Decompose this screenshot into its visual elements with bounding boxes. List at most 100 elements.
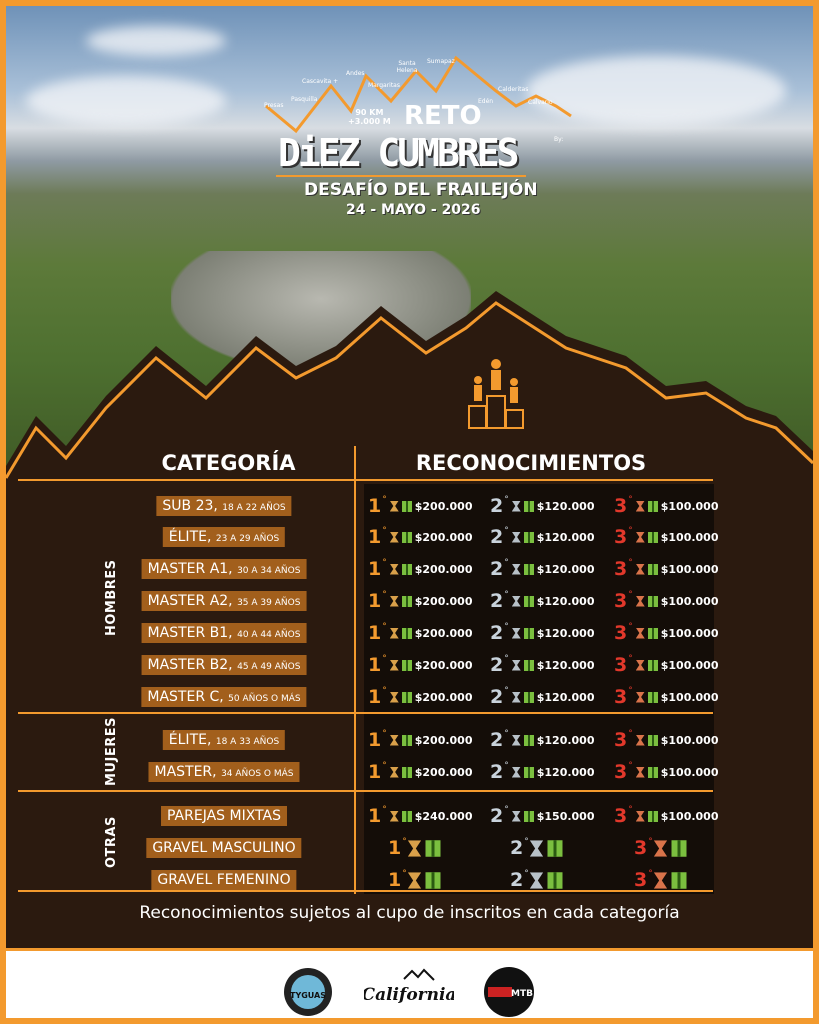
peak-label: Margaritas bbox=[368, 82, 400, 89]
sponsor-logo-california: California bbox=[364, 968, 454, 1005]
trophy-icon bbox=[511, 627, 521, 639]
trophy-icon bbox=[653, 871, 667, 889]
gift-icon bbox=[425, 839, 441, 857]
trophy-icon bbox=[389, 563, 399, 575]
place-number: 1° bbox=[368, 495, 387, 517]
category-name: MASTER A2, bbox=[147, 593, 233, 609]
prize-amount: $100.000 bbox=[660, 658, 719, 672]
prize-place-1: 1° $200.000 bbox=[368, 622, 473, 644]
trophy-icon bbox=[511, 500, 521, 512]
prize-amount: $120.000 bbox=[536, 626, 595, 640]
prize-place-2: 2° $150.000 bbox=[490, 805, 595, 827]
category-name: MASTER A1, bbox=[147, 561, 233, 577]
title-divider bbox=[276, 175, 526, 177]
prize-amount: $200.000 bbox=[414, 658, 473, 672]
prize-place-2: 2° $120.000 bbox=[490, 729, 595, 751]
gift-icon bbox=[401, 531, 412, 543]
gift-icon bbox=[647, 627, 658, 639]
prize-amount: $200.000 bbox=[414, 690, 473, 704]
category-label: MASTER B1, 40 A 44 AÑOS bbox=[141, 623, 307, 643]
group-label: HOMBRES bbox=[104, 559, 119, 637]
prize-place-2: 2° $120.000 bbox=[490, 686, 595, 708]
category-ages: 18 A 22 AÑOS bbox=[222, 503, 286, 513]
prize-place-3: 3° $100.000 bbox=[614, 805, 719, 827]
gift-icon bbox=[523, 659, 534, 671]
place-number: 2° bbox=[490, 805, 509, 827]
place-number: 2° bbox=[490, 526, 509, 548]
place-number: 1° bbox=[368, 622, 387, 644]
place-number: 2° bbox=[490, 622, 509, 644]
category-ages: 18 A 33 AÑOS bbox=[215, 737, 280, 747]
prize-amount: $240.000 bbox=[414, 809, 473, 823]
trophy-icon bbox=[511, 810, 521, 822]
category-ages: 40 A 44 AÑOS bbox=[237, 630, 301, 640]
prize-place-3: 3° $100.000 bbox=[614, 526, 719, 548]
peak-label: Edén bbox=[478, 98, 494, 105]
prize-amount: $120.000 bbox=[536, 562, 595, 576]
place-number: 1° bbox=[368, 558, 387, 580]
trophy-icon bbox=[635, 766, 645, 778]
peak-label: Calvario bbox=[528, 99, 553, 106]
prize-amount: $200.000 bbox=[414, 733, 473, 747]
place-number: 3° bbox=[614, 526, 633, 548]
prize-amount: $150.000 bbox=[536, 809, 595, 823]
gift-icon bbox=[523, 766, 534, 778]
gift-icon bbox=[547, 839, 563, 857]
gift-icon bbox=[523, 563, 534, 575]
peak-label: Cascavita + bbox=[302, 78, 339, 85]
trophy-icon bbox=[511, 766, 521, 778]
gift-icon bbox=[401, 563, 412, 575]
prize-amount: $200.000 bbox=[414, 562, 473, 576]
category-label: MASTER A2, 35 A 39 AÑOS bbox=[141, 591, 307, 611]
svg-text:MTB: MTB bbox=[511, 989, 533, 999]
prize-place-3: 3° bbox=[634, 869, 687, 891]
trophy-icon bbox=[635, 810, 645, 822]
trophy-icon bbox=[529, 839, 543, 857]
category-label: MASTER A1, 30 A 34 AÑOS bbox=[141, 559, 307, 579]
place-number: 2° bbox=[490, 686, 509, 708]
gift-icon bbox=[523, 627, 534, 639]
prize-amount: $200.000 bbox=[414, 594, 473, 608]
trophy-icon bbox=[511, 563, 521, 575]
category-name: GRAVEL FEMENINO bbox=[157, 872, 291, 888]
category-name: GRAVEL MASCULINO bbox=[152, 840, 296, 856]
divider bbox=[354, 446, 356, 894]
gift-icon bbox=[523, 531, 534, 543]
gift-icon bbox=[401, 766, 412, 778]
prize-place-1: 1° bbox=[388, 869, 441, 891]
group-label: OTRAS bbox=[104, 816, 119, 868]
gift-icon bbox=[647, 531, 658, 543]
category-name: ÉLITE, bbox=[168, 732, 212, 748]
prize-amount: $120.000 bbox=[536, 733, 595, 747]
gift-icon bbox=[647, 691, 658, 703]
category-name: MASTER B1, bbox=[147, 625, 233, 641]
prize-place-1: 1° $200.000 bbox=[368, 654, 473, 676]
category-label: PAREJAS MIXTAS bbox=[161, 806, 287, 826]
prize-place-1: 1° $200.000 bbox=[368, 729, 473, 751]
place-number: 3° bbox=[614, 495, 633, 517]
place-number: 3° bbox=[634, 869, 653, 891]
poster: Presas Pasquilla Cascavita + Andes Marga… bbox=[6, 6, 813, 1018]
trophy-icon bbox=[511, 531, 521, 543]
category-ages: 45 A 49 AÑOS bbox=[237, 662, 301, 672]
gift-icon bbox=[401, 627, 412, 639]
peak-label: Presas bbox=[264, 102, 284, 109]
distance-elevation: 90 KM +3.000 M bbox=[348, 108, 391, 126]
prize-amount: $100.000 bbox=[660, 530, 719, 544]
prize-place-2: 2° $120.000 bbox=[490, 654, 595, 676]
gift-icon bbox=[401, 734, 412, 746]
peak-label: Calderitas bbox=[498, 86, 529, 93]
gift-icon bbox=[647, 659, 658, 671]
prize-place-2: 2° $120.000 bbox=[490, 495, 595, 517]
gift-icon bbox=[647, 563, 658, 575]
prize-amount: $120.000 bbox=[536, 594, 595, 608]
place-number: 2° bbox=[490, 761, 509, 783]
peak-label: Sumapaz bbox=[427, 58, 455, 65]
place-number: 3° bbox=[614, 761, 633, 783]
prize-amount: $200.000 bbox=[414, 499, 473, 513]
prize-place-2: 2° $120.000 bbox=[490, 590, 595, 612]
trophy-icon bbox=[389, 531, 399, 543]
prize-place-2: 2° $120.000 bbox=[490, 622, 595, 644]
sponsor-strip: TYGUAS California MTB bbox=[6, 948, 813, 1018]
trophy-icon bbox=[389, 500, 399, 512]
